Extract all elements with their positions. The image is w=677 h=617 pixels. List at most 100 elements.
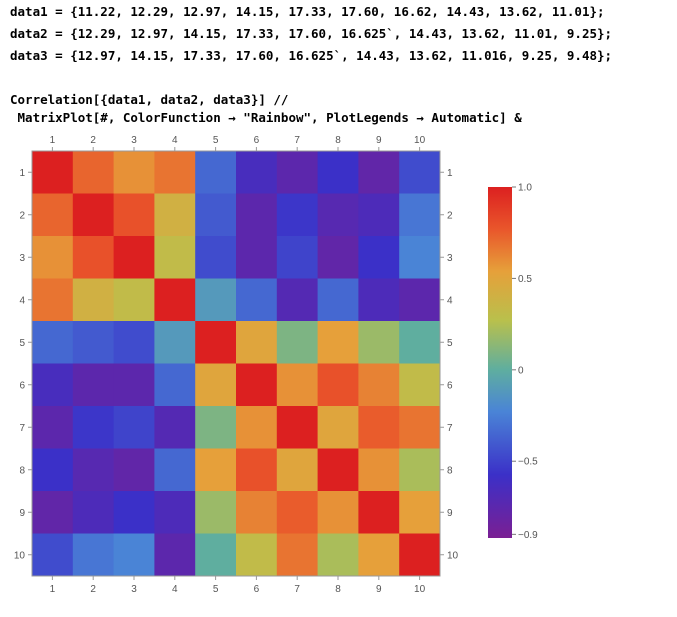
heatmap-cell xyxy=(32,151,74,194)
heatmap-cell xyxy=(154,278,196,322)
row-label-right: 6 xyxy=(447,380,453,391)
code-line-data3[interactable]: data3 = {12.97, 14.15, 17.33, 17.60, 16.… xyxy=(10,48,613,63)
heatmap-cell xyxy=(72,406,114,449)
heatmap-cell xyxy=(358,533,400,577)
heatmap-cell xyxy=(276,533,318,577)
row-label-right: 9 xyxy=(447,508,453,519)
heatmap-cell xyxy=(195,533,237,577)
heatmap-cell xyxy=(358,151,400,194)
heatmap-cell xyxy=(276,278,318,322)
color-legend: 1.0 0.5 0 −0.5 −0.9 xyxy=(488,183,538,541)
heatmap-cell xyxy=(358,491,400,534)
heatmap-cell xyxy=(113,193,155,237)
plot-frame xyxy=(31,150,441,577)
heatmap-cell xyxy=(236,363,278,407)
heatmap-cell xyxy=(195,406,237,449)
row-label-left: 4 xyxy=(19,295,25,306)
heatmap-cell xyxy=(317,533,359,577)
heatmap-cell xyxy=(72,363,114,407)
heatmap-cell xyxy=(72,151,114,194)
heatmap-cell xyxy=(317,321,359,364)
row-label-right: 5 xyxy=(447,338,453,349)
heatmap-cell xyxy=(236,491,278,534)
heatmap-cell xyxy=(399,491,441,534)
code-line-correlation[interactable]: Correlation[{data1, data2, data3}] // xyxy=(10,92,289,107)
heatmap-cell xyxy=(236,151,278,194)
col-label-bottom: 6 xyxy=(254,584,260,595)
row-label-right: 1 xyxy=(447,168,453,179)
heatmap-cell xyxy=(113,363,155,407)
col-label-bottom: 8 xyxy=(335,584,341,595)
heatmap-cell xyxy=(195,448,237,492)
col-label-top: 2 xyxy=(90,135,96,146)
heatmap-cell xyxy=(154,321,196,364)
heatmap-cell xyxy=(113,406,155,449)
heatmap-cell xyxy=(317,363,359,407)
heatmap-cell xyxy=(32,236,74,279)
row-label-right: 3 xyxy=(447,253,453,264)
heatmap-cell xyxy=(358,193,400,237)
heatmap-cell xyxy=(358,448,400,492)
heatmap-cell xyxy=(195,236,237,279)
heatmap-cell xyxy=(195,491,237,534)
heatmap-cell xyxy=(72,491,114,534)
row-label-left: 2 xyxy=(19,210,25,221)
heatmap-cell xyxy=(32,321,74,364)
heatmap-cell xyxy=(358,236,400,279)
heatmap-cell xyxy=(113,278,155,322)
col-label-top: 10 xyxy=(414,135,426,146)
code-line-data1[interactable]: data1 = {11.22, 12.29, 12.97, 14.15, 17.… xyxy=(10,4,605,19)
heatmap-cell xyxy=(399,363,441,407)
heatmap-cell xyxy=(154,448,196,492)
heatmap-cell xyxy=(399,151,441,194)
heatmap-cell xyxy=(236,406,278,449)
row-label-right: 7 xyxy=(447,423,453,434)
col-label-bottom: 1 xyxy=(50,584,56,595)
code-line-data2[interactable]: data2 = {12.29, 12.97, 14.15, 17.33, 17.… xyxy=(10,26,613,41)
row-label-left: 6 xyxy=(19,380,25,391)
heatmap-cell xyxy=(399,533,441,577)
heatmap-cell xyxy=(154,533,196,577)
heatmap-cell xyxy=(113,448,155,492)
heatmap-cell xyxy=(317,193,359,237)
heatmap-cell xyxy=(236,236,278,279)
heatmap-cell xyxy=(236,278,278,322)
col-label-bottom: 2 xyxy=(90,584,96,595)
col-label-bottom: 4 xyxy=(172,584,178,595)
heatmap-cell xyxy=(317,491,359,534)
axis-ticks: 1 1 2 2 3 3 4 4 5 5 6 6 7 7 8 8 9 9 10 10 1 1 2 2 3 3 4 4 5 5 6 6 7 7 8 8 9 9… xyxy=(14,135,459,595)
code-line-matrixplot[interactable]: MatrixPlot[#, ColorFunction → "Rainbow",… xyxy=(10,110,522,125)
heatmap-cell xyxy=(276,363,318,407)
heatmap-cell xyxy=(276,321,318,364)
heatmap-cell xyxy=(195,278,237,322)
heatmap-cell xyxy=(32,491,74,534)
row-label-left: 9 xyxy=(19,508,25,519)
heatmap-cell xyxy=(113,151,155,194)
heatmap-cell xyxy=(154,151,196,194)
legend-tick-label: −0.5 xyxy=(518,457,538,468)
row-label-right: 10 xyxy=(447,550,459,561)
heatmap-cell xyxy=(32,193,74,237)
col-label-top: 4 xyxy=(172,135,178,146)
heatmap-cell xyxy=(195,151,237,194)
col-label-bottom: 9 xyxy=(376,584,382,595)
heatmap-cell xyxy=(276,236,318,279)
col-label-bottom: 5 xyxy=(213,584,219,595)
heatmap-cell xyxy=(154,236,196,279)
heatmap-cell xyxy=(72,236,114,279)
col-label-bottom: 10 xyxy=(414,584,426,595)
heatmap-cell xyxy=(32,406,74,449)
heatmap-cell xyxy=(195,363,237,407)
heatmap-cell xyxy=(236,193,278,237)
heatmap-cell xyxy=(276,151,318,194)
row-label-left: 3 xyxy=(19,253,25,264)
row-label-left: 5 xyxy=(19,338,25,349)
heatmap-cell xyxy=(195,321,237,364)
heatmap-cell xyxy=(276,406,318,449)
heatmap-cell xyxy=(72,193,114,237)
heatmap-cell xyxy=(276,491,318,534)
col-label-bottom: 3 xyxy=(131,584,137,595)
heatmap-cell xyxy=(317,278,359,322)
col-label-top: 5 xyxy=(213,135,219,146)
